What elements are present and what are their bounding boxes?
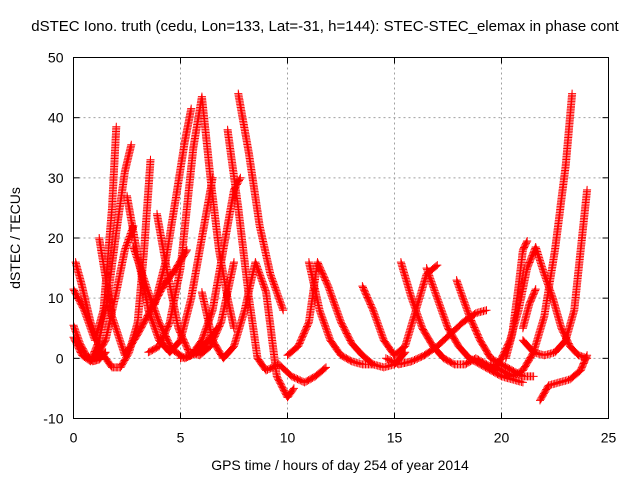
x-tick-label: 10 — [280, 430, 296, 446]
data-marker-track — [422, 264, 527, 387]
data-series — [234, 89, 288, 315]
y-tick-label: 40 — [48, 110, 64, 126]
x-axis-label: GPS time / hours of day 254 of year 2014 — [211, 457, 469, 473]
data-marker-track — [381, 306, 491, 369]
y-tick-label: 50 — [48, 50, 64, 66]
x-tick-label: 5 — [177, 430, 185, 446]
x-tick-label: 20 — [494, 430, 510, 446]
data-series — [422, 264, 527, 387]
y-tick-label: 30 — [48, 170, 64, 186]
data-marker-track — [304, 258, 378, 369]
chart-title: dSTEC Iono. truth (cedu, Lon=133, Lat=-3… — [31, 18, 619, 35]
x-tick-label: 25 — [601, 430, 617, 446]
data-marker-track — [518, 285, 540, 333]
data-series — [358, 261, 442, 360]
y-axis-label: dSTEC / TECUs — [7, 187, 23, 289]
x-tick-label: 15 — [387, 430, 403, 446]
data-marker-track — [234, 89, 288, 315]
data-marker-track — [90, 222, 138, 363]
data-series — [90, 222, 138, 363]
data-series — [304, 258, 378, 369]
data-marker-track — [536, 351, 592, 405]
data-marker-track — [223, 125, 330, 387]
data-series — [518, 285, 540, 333]
data-series — [518, 185, 592, 360]
data-marker-track — [518, 185, 592, 360]
data-series — [536, 351, 592, 405]
plot-frame — [73, 57, 609, 419]
data-series — [223, 125, 330, 387]
data-marker-track — [486, 89, 577, 381]
data-series — [486, 89, 577, 381]
y-tick-label: 10 — [48, 290, 64, 306]
y-tick-label: -10 — [43, 411, 63, 427]
data-series — [501, 237, 532, 363]
y-tick-label: 20 — [48, 230, 64, 246]
data-marker-track — [358, 261, 442, 360]
data-series — [381, 306, 491, 369]
x-tick-label: 0 — [70, 430, 78, 446]
y-tick-label: 0 — [56, 350, 64, 366]
data-marker-track — [501, 237, 532, 363]
data-points — [69, 89, 592, 405]
